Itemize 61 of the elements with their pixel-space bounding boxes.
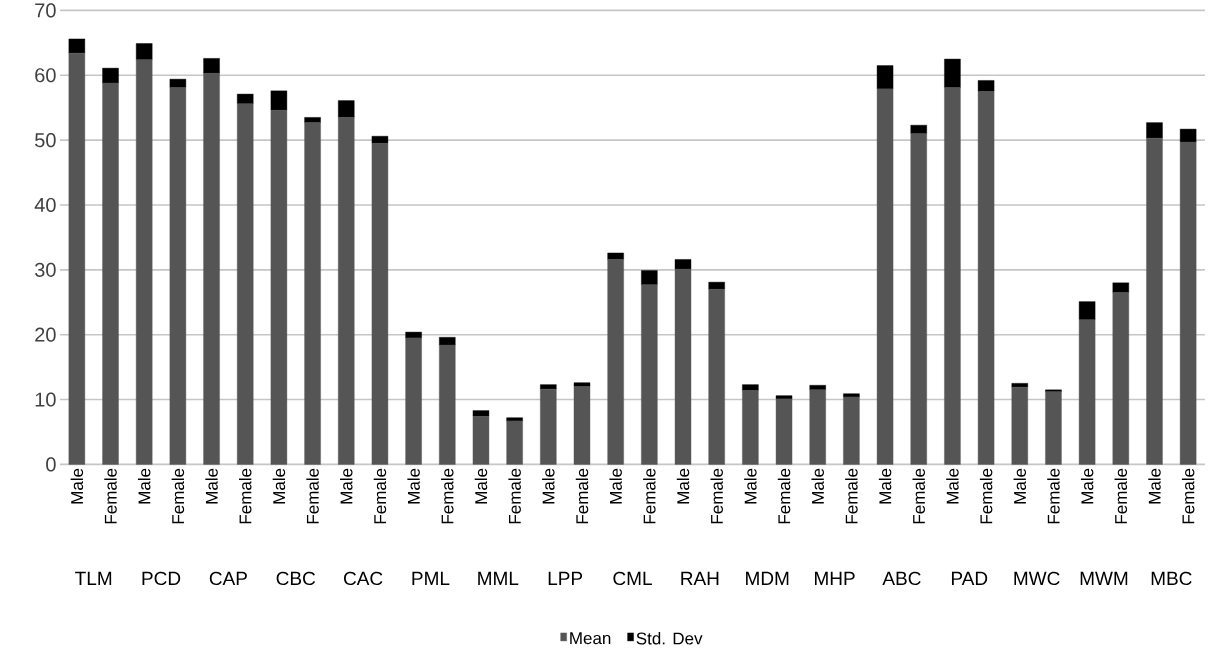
- x-tick-label: Female: [777, 468, 791, 524]
- x-tick-label: Female: [373, 468, 387, 524]
- x-tick-label: Male: [340, 468, 353, 504]
- x-tick-label: Male: [1080, 468, 1094, 504]
- text: MWC: [1014, 571, 1060, 586]
- text: PCD: [142, 571, 181, 586]
- legend-label: Std. Dev: [636, 632, 703, 645]
- x-tick-label: Female: [441, 468, 454, 524]
- y-tick-label: 30: [35, 262, 56, 277]
- y-tick-label: 70: [35, 3, 56, 18]
- text: CAP: [209, 571, 247, 586]
- text: MDM: [746, 571, 789, 586]
- x-tick-label: Male: [878, 468, 892, 504]
- x-tick-label: Female: [306, 468, 319, 524]
- text: CML: [613, 571, 652, 586]
- text: PML: [412, 571, 450, 586]
- x-tick-label: Female: [845, 468, 858, 524]
- text: PAD: [951, 571, 988, 586]
- x-tick-label: Female: [1047, 468, 1060, 524]
- text: MBC: [1151, 571, 1192, 586]
- x-tick-label: Female: [171, 468, 185, 524]
- x-tick-label: Female: [979, 468, 993, 524]
- x-tick-label: Male: [1148, 468, 1161, 504]
- x-tick-label: Male: [676, 468, 690, 504]
- x-tick-label: Male: [474, 468, 488, 504]
- x-tick-label: Male: [407, 468, 420, 504]
- y-tick-label: 10: [35, 392, 56, 407]
- x-tick-label: Male: [811, 468, 824, 504]
- x-tick-label: Male: [609, 468, 622, 504]
- x-tick-label: Male: [137, 468, 151, 504]
- x-tick-label: Female: [104, 468, 117, 524]
- x-tick-label: Female: [912, 468, 925, 524]
- x-tick-label: Female: [710, 468, 723, 524]
- y-tick-label: 60: [35, 68, 56, 83]
- text: MML: [478, 571, 519, 586]
- y-tick-label: 0: [46, 457, 56, 472]
- text: MHP: [815, 571, 855, 586]
- text: LPP: [548, 571, 583, 586]
- text: ABC: [882, 571, 921, 586]
- x-tick-label: Female: [508, 468, 521, 524]
- text: TLM: [75, 571, 112, 586]
- x-tick-label: Male: [946, 468, 959, 504]
- y-tick-label: 20: [35, 327, 56, 342]
- y-tick-label: 40: [34, 197, 56, 213]
- x-tick-label: Male: [542, 468, 555, 504]
- x-tick-label: Male: [205, 468, 218, 504]
- text: CBC: [276, 571, 316, 586]
- x-tick-label: Male: [70, 468, 84, 504]
- text: MWM: [1080, 571, 1128, 586]
- x-tick-label: Male: [1013, 468, 1027, 504]
- x-tick-label: Female: [575, 468, 589, 524]
- x-tick-label: Male: [744, 468, 757, 504]
- text: RAH: [681, 571, 719, 586]
- x-tick-label: Female: [643, 468, 656, 524]
- x-tick-label: Female: [1181, 468, 1195, 524]
- x-tick-label: Female: [1114, 468, 1128, 524]
- y-tick-label: 50: [35, 133, 56, 148]
- text: CAC: [343, 571, 383, 586]
- x-tick-label: Female: [238, 468, 252, 524]
- x-tick-label: Male: [272, 468, 286, 504]
- legend-label: Mean: [570, 632, 611, 645]
